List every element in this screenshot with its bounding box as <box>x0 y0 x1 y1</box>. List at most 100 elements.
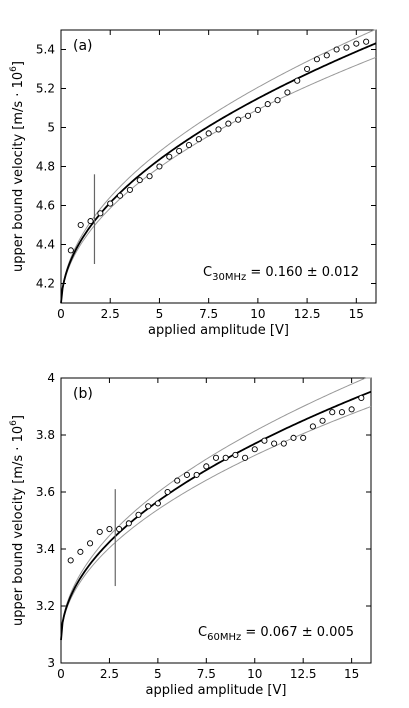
data-point <box>183 471 190 478</box>
data-point <box>67 247 74 254</box>
data-point <box>338 409 345 416</box>
data-point <box>348 406 355 413</box>
x-tick-label: 2.5 <box>100 667 119 681</box>
x-tick-label: 2.5 <box>101 307 120 321</box>
data-point <box>67 557 74 564</box>
data-point <box>117 192 124 199</box>
fit-upper-bound-line <box>60 29 376 304</box>
c-annotation: C60MHz = 0.067 ± 0.005 <box>198 625 354 643</box>
y-tick-label: 5.2 <box>36 82 55 96</box>
data-point <box>77 548 84 555</box>
data-point <box>135 511 142 518</box>
y-tick-label: 3.4 <box>36 542 55 556</box>
x-tick-label: 12.5 <box>294 307 321 321</box>
data-point <box>125 520 132 527</box>
fit-line <box>60 390 372 641</box>
data-point <box>225 120 232 127</box>
data-point <box>215 126 222 133</box>
data-point <box>212 454 220 461</box>
data-point <box>166 153 173 160</box>
data-point <box>136 177 143 184</box>
y-tick-label: 3.2 <box>36 599 55 613</box>
c-annotation: C30MHz = 0.160 ± 0.012 <box>203 265 359 283</box>
data-point <box>87 218 94 225</box>
y-tick-label: 3.8 <box>36 428 55 442</box>
data-point <box>290 434 297 441</box>
data-point <box>323 52 330 59</box>
data-point <box>343 44 350 51</box>
data-point <box>232 451 239 459</box>
data-point <box>107 200 114 207</box>
data-point <box>294 77 301 84</box>
x-tick-label: 5 <box>154 667 162 681</box>
data-point <box>154 500 161 507</box>
data-point <box>244 112 252 119</box>
fit-upper-bound-line <box>60 377 371 641</box>
x-tick-label: 7.5 <box>199 307 218 321</box>
x-tick-label: 12.5 <box>290 667 317 681</box>
data-point <box>261 437 268 444</box>
x-axis-label: applied amplitude [V] <box>148 323 289 338</box>
data-point <box>329 409 336 416</box>
x-tick-label: 15 <box>344 667 359 681</box>
y-tick-label: 4 <box>47 371 55 385</box>
plot-frame <box>60 29 377 304</box>
fit-line <box>60 42 377 304</box>
x-tick-label: 7.5 <box>197 667 216 681</box>
data-point <box>235 116 242 123</box>
data-point <box>205 130 212 137</box>
data-point <box>274 97 281 104</box>
x-tick-label: 0 <box>57 667 65 681</box>
x-tick-label: 10 <box>247 667 262 681</box>
y-axis-label: upper bound velocity [m/s · 106] <box>9 415 26 626</box>
data-point <box>284 89 291 96</box>
y-tick-label: 3 <box>47 656 55 670</box>
data-point <box>97 210 104 217</box>
y-tick-label: 4.2 <box>36 277 55 291</box>
data-point <box>319 417 326 424</box>
x-tick-label: 0 <box>57 307 65 321</box>
data-point <box>116 526 123 533</box>
y-tick-label: 5.4 <box>36 43 55 57</box>
data-point <box>280 440 287 447</box>
panel-b: 0 2.5 5 7.5 10 12.5 15 3 3.2 3.4 3.6 3.8 4 (b) C60MHz … <box>9 371 372 698</box>
data-point <box>242 454 249 461</box>
data-point <box>203 463 210 470</box>
panel-a: 0 2.5 5 7.5 10 12.5 15 4.2 4.4 4.6 4.8 5 5.2 5.4 (a) C3… <box>9 29 377 338</box>
data-point <box>164 488 171 496</box>
y-tick-label: 5 <box>47 121 55 135</box>
data-point <box>363 38 370 45</box>
data-point <box>309 423 316 430</box>
data-point <box>353 40 360 47</box>
data-point <box>222 454 229 461</box>
y-tick-label: 4.6 <box>36 199 55 213</box>
data-point <box>176 147 183 154</box>
data-point <box>145 503 152 510</box>
data-point <box>146 173 153 180</box>
data-point <box>271 440 278 447</box>
data-point <box>300 434 307 441</box>
data-point <box>251 446 258 453</box>
data-point <box>77 221 84 229</box>
y-axis-label: upper bound velocity [m/s · 106] <box>9 61 26 272</box>
y-tick-label: 4.4 <box>36 238 55 252</box>
panel-label: (b) <box>73 386 93 402</box>
data-point <box>304 65 311 73</box>
data-point <box>156 163 163 170</box>
data-point <box>313 56 320 63</box>
x-axis-label: applied amplitude [V] <box>146 683 287 698</box>
x-tick-label: 5 <box>156 307 164 321</box>
data-point <box>174 477 181 484</box>
data-point <box>87 540 94 547</box>
panel-label: (a) <box>73 38 93 54</box>
y-tick-label: 4.8 <box>36 160 55 174</box>
data-point <box>96 528 103 535</box>
data-point <box>185 141 193 149</box>
data-point <box>106 526 113 533</box>
y-tick-label: 3.6 <box>36 485 55 499</box>
x-tick-label: 15 <box>349 307 364 321</box>
data-point <box>126 186 133 193</box>
plot-frame <box>60 377 372 664</box>
data-point <box>358 394 365 402</box>
